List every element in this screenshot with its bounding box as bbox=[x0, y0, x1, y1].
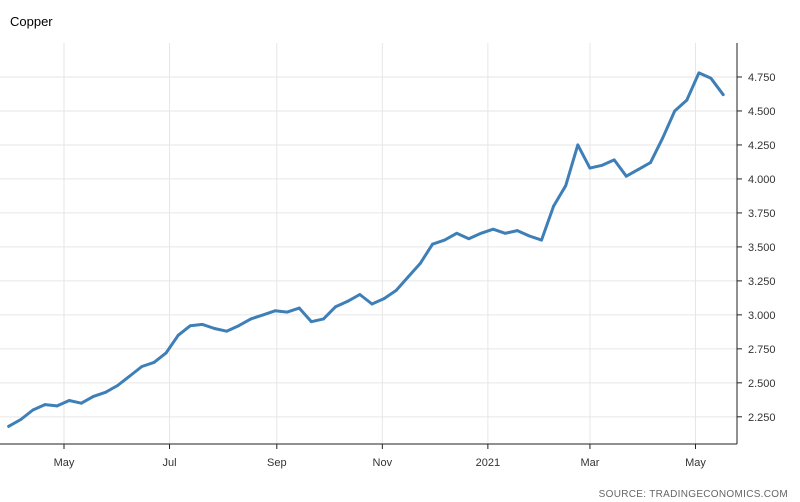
data-point bbox=[297, 306, 301, 310]
data-point bbox=[491, 227, 495, 231]
data-point bbox=[382, 297, 386, 300]
data-point bbox=[406, 275, 410, 279]
data-point bbox=[43, 403, 47, 406]
x-tick-label: May bbox=[54, 457, 75, 469]
data-point bbox=[201, 322, 204, 326]
data-point bbox=[479, 231, 483, 235]
data-point bbox=[128, 374, 132, 378]
source-note: SOURCE: TRADINGECONOMICS.COM bbox=[598, 489, 788, 500]
data-point bbox=[527, 234, 531, 238]
data-point bbox=[55, 404, 59, 408]
data-point bbox=[721, 93, 725, 97]
chart-title: Copper bbox=[10, 14, 53, 29]
data-point bbox=[67, 399, 71, 402]
data-point bbox=[19, 418, 23, 421]
data-point bbox=[709, 76, 713, 80]
data-point bbox=[443, 238, 447, 242]
data-point bbox=[152, 361, 156, 364]
data-point bbox=[92, 395, 95, 398]
data-point bbox=[104, 390, 107, 394]
grid-lines bbox=[0, 43, 737, 444]
data-point bbox=[370, 302, 374, 306]
data-point bbox=[346, 299, 350, 303]
x-tick-label: Jul bbox=[163, 457, 177, 469]
data-point bbox=[540, 238, 543, 242]
data-point bbox=[176, 333, 180, 337]
y-tick-label: 3.250 bbox=[748, 276, 776, 288]
y-tick-label: 3.500 bbox=[748, 242, 776, 254]
data-point bbox=[636, 168, 640, 171]
data-point bbox=[600, 163, 604, 167]
data-point bbox=[285, 310, 289, 314]
data-point bbox=[697, 71, 701, 75]
y-tick-label: 3.000 bbox=[748, 310, 776, 322]
data-point bbox=[649, 161, 652, 165]
data-point bbox=[79, 401, 83, 405]
x-axis-tick-labels: May Jul Sep Nov 2021 Mar May bbox=[54, 457, 707, 469]
y-tick-label: 4.000 bbox=[748, 174, 776, 186]
data-point bbox=[564, 184, 568, 188]
data-point bbox=[358, 293, 362, 296]
data-point bbox=[552, 204, 556, 208]
data-point bbox=[467, 237, 471, 241]
data-point bbox=[213, 327, 216, 330]
y-tick-label: 2.750 bbox=[748, 344, 776, 356]
y-axis-tick-labels: 2.250 2.500 2.750 3.000 3.250 3.500 3.750 4.000… bbox=[748, 72, 776, 424]
series-layer bbox=[7, 71, 725, 428]
y-tick-label: 2.250 bbox=[748, 412, 776, 424]
y-tick-label: 4.500 bbox=[748, 106, 776, 118]
y-tick-label: 3.750 bbox=[748, 208, 776, 220]
y-tick-label: 2.500 bbox=[748, 378, 776, 390]
data-point bbox=[455, 231, 459, 235]
data-point bbox=[576, 143, 580, 147]
data-point bbox=[225, 329, 229, 333]
y-tick-label: 4.250 bbox=[748, 140, 776, 152]
data-point bbox=[261, 313, 265, 317]
data-point bbox=[612, 158, 616, 162]
data-point bbox=[394, 288, 398, 292]
x-tick-label: Nov bbox=[373, 457, 393, 469]
data-point bbox=[334, 305, 338, 309]
data-point bbox=[673, 109, 677, 113]
y-tick-label: 4.750 bbox=[748, 72, 776, 84]
data-point bbox=[503, 231, 507, 235]
data-point bbox=[140, 365, 144, 368]
data-point bbox=[116, 384, 120, 387]
data-point bbox=[624, 174, 628, 178]
data-point bbox=[249, 317, 253, 321]
data-point bbox=[661, 136, 665, 140]
data-point bbox=[31, 408, 35, 412]
data-point bbox=[310, 320, 313, 324]
x-tick-label: Mar bbox=[580, 457, 599, 469]
data-point bbox=[685, 98, 689, 102]
data-point bbox=[588, 166, 592, 170]
data-point bbox=[237, 324, 241, 328]
data-point bbox=[164, 351, 168, 355]
data-point bbox=[515, 229, 519, 232]
data-point bbox=[419, 261, 422, 265]
x-tick-label: May bbox=[685, 457, 706, 469]
copper-price-line bbox=[7, 71, 725, 428]
data-point bbox=[188, 324, 192, 328]
x-tick-label: Sep bbox=[267, 457, 287, 469]
data-point bbox=[322, 317, 325, 321]
data-point bbox=[431, 242, 434, 246]
x-tick-label: 2021 bbox=[476, 457, 500, 469]
axes bbox=[0, 43, 742, 449]
data-point bbox=[273, 309, 277, 313]
data-point bbox=[7, 424, 11, 428]
